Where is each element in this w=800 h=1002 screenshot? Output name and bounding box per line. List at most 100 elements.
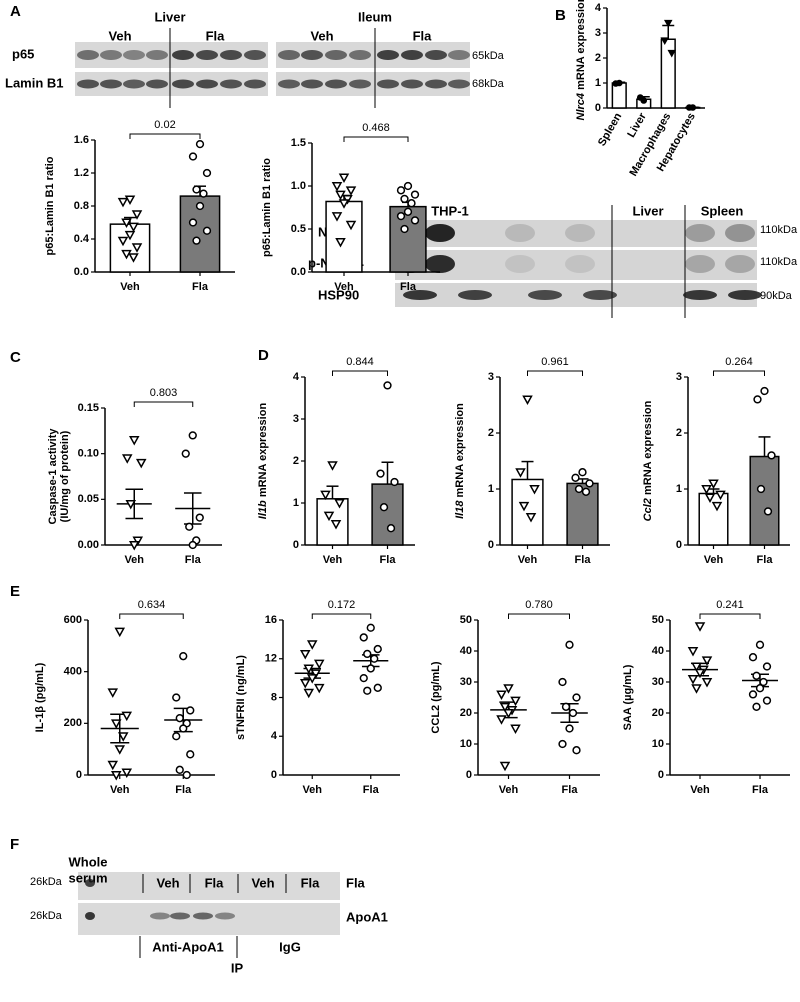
y-axis-label-text: mRNA expression <box>454 403 466 498</box>
x-tick-label: Fla <box>400 281 417 293</box>
data-point <box>124 230 136 241</box>
data-point <box>199 189 208 198</box>
data-point <box>195 139 205 149</box>
x-tick-label: Fla <box>380 554 397 566</box>
group-label: Veh <box>251 875 274 890</box>
antibody-label: IgG <box>279 939 301 954</box>
blot-band <box>77 79 99 89</box>
blot-band <box>458 290 492 300</box>
y-tick-label: 0.10 <box>78 448 99 460</box>
y-tick-label: 0 <box>76 769 82 781</box>
data-point <box>121 711 133 722</box>
group-label: Fla <box>205 875 225 890</box>
bar <box>660 38 676 109</box>
significance-bracket <box>129 133 201 139</box>
blot-band <box>172 79 194 89</box>
blot-band <box>528 290 562 300</box>
y-axis-label-text: sTNFRII (ng/mL) <box>235 655 247 740</box>
size-label: 90kDa <box>760 290 793 302</box>
data-point <box>306 674 318 684</box>
data-point <box>331 182 343 192</box>
data-point <box>182 770 191 780</box>
data-point <box>345 186 357 196</box>
y-tick-label: 1 <box>676 483 682 495</box>
data-point <box>121 454 133 464</box>
x-tick-label: Veh <box>499 784 519 796</box>
y-tick-label: 10 <box>460 738 472 750</box>
data-point <box>571 473 580 482</box>
significance-bracket <box>508 613 570 619</box>
data-point <box>299 679 311 689</box>
y-axis-label-text: p65:Lamin B1 ratio <box>261 158 273 257</box>
panel-label: C <box>10 349 21 366</box>
y-tick-label: 1 <box>595 77 601 89</box>
y-axis-label: (IU/mg of protein) <box>59 430 71 522</box>
y-tick-label: 3 <box>293 413 299 425</box>
data-point <box>572 693 581 702</box>
data-point <box>752 702 761 711</box>
row-label: Fla <box>346 875 366 890</box>
blot-band <box>448 50 470 60</box>
data-point <box>132 536 144 546</box>
bar <box>511 478 544 546</box>
blot-band <box>193 912 213 920</box>
y-tick-label: 3 <box>488 371 494 383</box>
blot-band <box>349 79 371 89</box>
y-tick-label: 1.2 <box>74 167 89 179</box>
group-label: Veh <box>310 28 333 43</box>
data-point <box>390 477 399 487</box>
blot-band <box>278 50 300 60</box>
data-point <box>338 173 350 183</box>
data-point <box>303 664 315 674</box>
error-bar <box>521 460 534 480</box>
y-axis-label: CCL2 (pg/mL) <box>430 661 442 733</box>
blot-band <box>146 50 168 60</box>
data-point <box>188 152 198 161</box>
y-tick-label: 2 <box>488 427 494 439</box>
p-value: 0.264 <box>725 356 753 368</box>
data-point <box>400 194 409 204</box>
data-point <box>503 684 514 694</box>
p-value: 0.02 <box>154 119 175 131</box>
blot-band <box>100 79 122 89</box>
data-point <box>175 765 184 774</box>
data-point <box>711 501 723 512</box>
data-point <box>410 190 420 199</box>
panel-label: A <box>10 3 21 20</box>
x-tick-label: Veh <box>110 784 130 796</box>
significance-bracket <box>133 401 194 407</box>
x-tick-label: Liver <box>625 110 649 139</box>
data-point <box>334 499 345 509</box>
blot-band <box>425 79 447 89</box>
data-point <box>363 649 372 659</box>
data-point <box>128 436 140 446</box>
blot-band <box>403 290 437 300</box>
data-point <box>192 236 201 245</box>
data-point <box>496 690 507 700</box>
y-tick-label: 2 <box>293 455 299 467</box>
data-point <box>759 677 768 687</box>
data-point <box>755 684 765 693</box>
blot-band <box>349 50 371 60</box>
row-label: ApoA1 <box>346 909 388 924</box>
significance-bracket <box>332 370 388 376</box>
blot-band <box>85 912 95 920</box>
panel-label: B <box>555 7 566 24</box>
gene-name: Ccl2 <box>642 498 654 521</box>
data-point <box>748 653 758 662</box>
data-point <box>338 199 350 209</box>
p-value: 0.468 <box>362 122 390 134</box>
y-tick-label: 400 <box>64 666 82 678</box>
blot-band <box>505 255 535 273</box>
panel-label: F <box>10 836 19 853</box>
y-tick-label: 4 <box>595 2 602 14</box>
x-tick-label: Fla <box>562 784 579 796</box>
data-point <box>529 485 540 495</box>
blot-strip <box>395 220 757 247</box>
data-point <box>303 688 315 699</box>
blot-band <box>220 79 242 89</box>
y-axis-label-text: IL-1β (pg/mL) <box>34 662 46 732</box>
data-point <box>685 104 693 111</box>
group-label: Veh <box>108 28 131 43</box>
